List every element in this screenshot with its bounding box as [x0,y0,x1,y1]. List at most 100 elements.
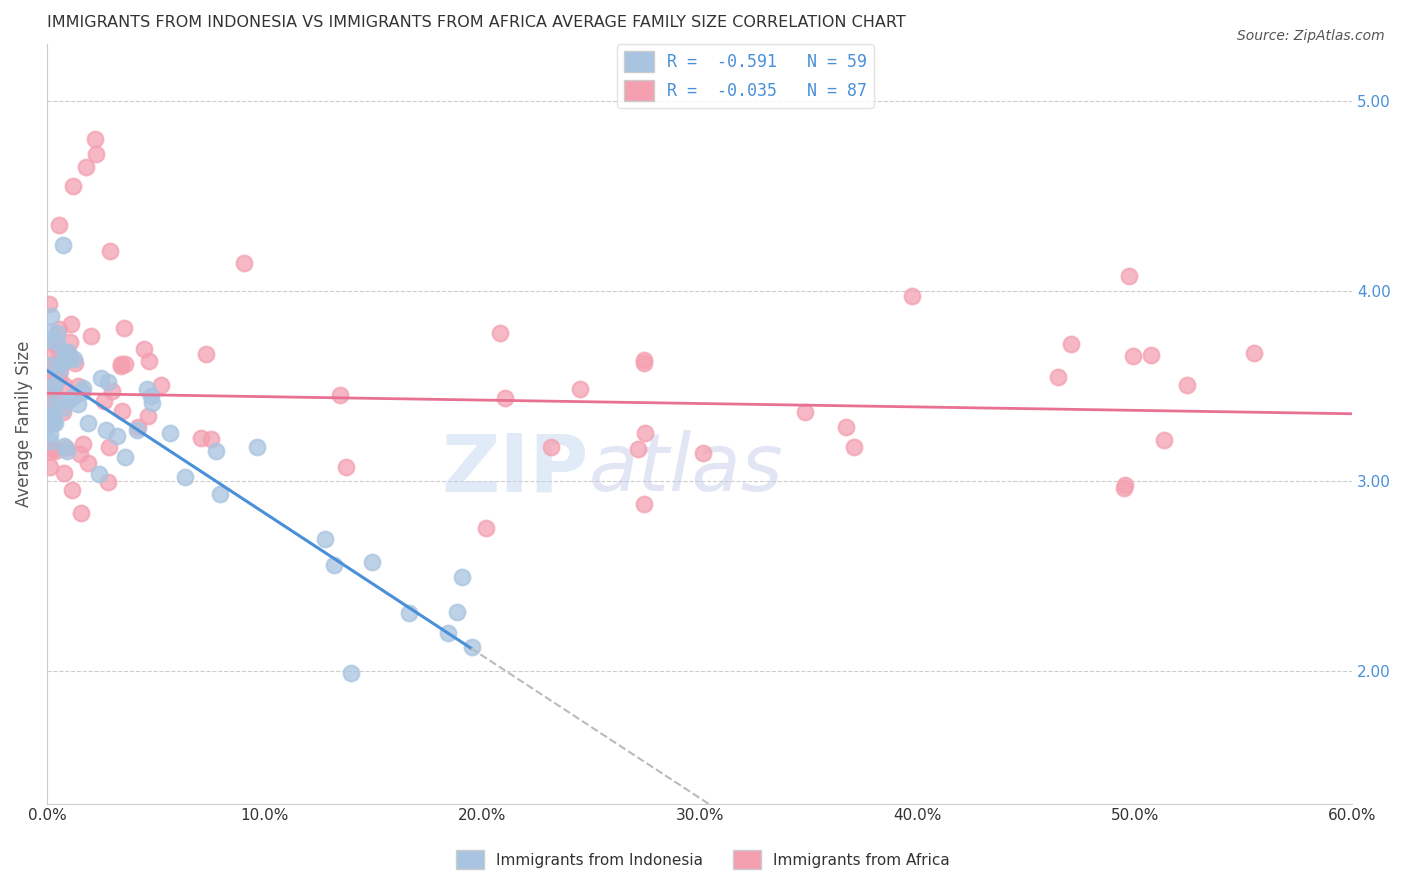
Point [335,459,357,474]
Point [41,392,63,407]
Point [44,377,66,392]
Point [446,605,468,619]
Point [114,450,136,464]
Point [1122,349,1144,363]
Point [38,443,60,458]
Point [52,401,75,416]
Point [44,417,66,431]
Point [58,334,80,349]
Point [70,506,93,520]
Point [1153,433,1175,447]
Point [323,558,346,572]
Point [48,322,70,336]
Point [66,397,89,411]
Point [49,364,72,378]
Point [461,640,484,654]
Point [52,405,75,419]
Point [398,606,420,620]
Point [53,377,76,392]
Point [49,394,72,409]
Point [633,353,655,368]
Point [135,382,157,396]
Point [190,431,212,445]
Point [76,417,98,431]
Point [39,398,62,412]
Point [59,392,82,406]
Point [835,419,858,434]
Point [125,423,148,437]
Point [48,218,70,232]
Point [38,333,60,347]
Point [205,444,228,458]
Point [110,357,132,371]
Point [38,409,60,423]
Point [59,351,82,365]
Point [44,444,66,458]
Point [173,470,195,484]
Text: ZIP: ZIP [441,430,589,508]
Point [540,440,562,454]
Point [98,244,121,258]
Point [80,329,103,343]
Point [51,353,73,368]
Point [1118,269,1140,284]
Point [844,440,866,454]
Point [60,483,83,498]
Point [42,336,65,351]
Point [246,441,269,455]
Point [110,359,132,374]
Point [77,456,100,470]
Point [38,349,60,363]
Point [38,359,60,373]
Point [48,343,70,358]
Point [51,237,73,252]
Point [627,442,650,456]
Point [72,380,94,394]
Point [494,392,516,406]
Legend: Immigrants from Indonesia, Immigrants from Africa: Immigrants from Indonesia, Immigrants fr… [450,844,956,875]
Point [97,475,120,490]
Point [75,160,97,174]
Point [41,416,63,430]
Point [58,348,80,362]
Point [101,384,124,398]
Point [52,354,75,368]
Point [62,179,84,194]
Point [45,326,67,340]
Point [39,309,62,323]
Point [329,388,352,402]
Point [136,409,159,424]
Point [84,147,107,161]
Point [42,410,65,425]
Point [633,356,655,370]
Point [634,425,657,440]
Point [1114,477,1136,491]
Point [38,297,60,311]
Point [360,555,382,569]
Point [89,467,111,482]
Point [568,382,591,396]
Point [63,388,86,402]
Point [232,256,254,270]
Point [72,437,94,451]
Point [38,417,60,432]
Point [141,396,163,410]
Point [42,416,65,430]
Point [55,442,77,456]
Point [96,423,118,437]
Point [39,326,62,340]
Point [98,440,121,454]
Point [1175,377,1198,392]
Text: Source: ZipAtlas.com: Source: ZipAtlas.com [1237,29,1385,43]
Text: atlas: atlas [589,430,783,508]
Point [111,404,134,418]
Point [1112,481,1135,495]
Point [41,358,63,372]
Point [1140,348,1163,362]
Point [793,405,815,419]
Point [1046,369,1069,384]
Point [39,434,62,449]
Point [1059,336,1081,351]
Point [41,367,63,381]
Point [97,375,120,389]
